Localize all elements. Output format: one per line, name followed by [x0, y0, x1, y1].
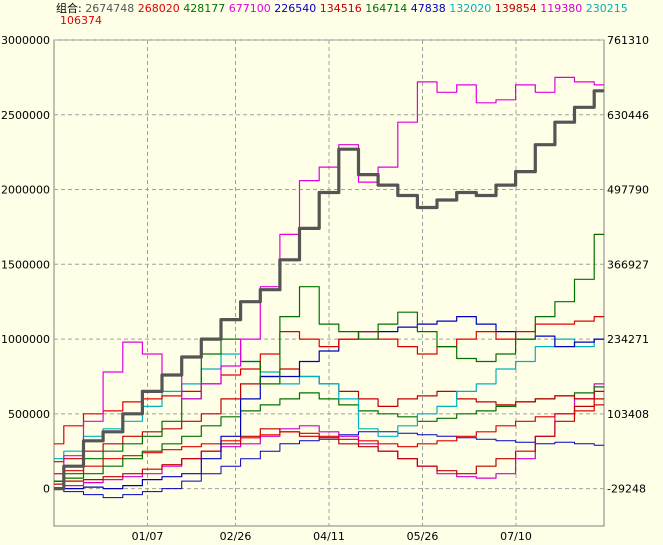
series-line-0: [54, 89, 604, 491]
legend-entry: 268020: [138, 2, 184, 15]
x-tick-label: 02/26: [220, 530, 252, 543]
grid-lines: [54, 39, 604, 526]
y-right-tick-label: 630446: [607, 109, 649, 122]
y-right-tick-label: 497790: [607, 184, 649, 197]
series-line-1: [54, 76, 604, 475]
y-right-tick-label: 366927: [607, 258, 649, 271]
y-right-tick-label: 761310: [607, 34, 649, 47]
y-right-tick-label: -29248: [607, 483, 646, 496]
y-left-tick-label: 1500000: [1, 258, 50, 271]
legend-entry: 134516: [320, 2, 366, 15]
right-axis: 761310 630446 497790 366927 234271 103408 -292…: [607, 34, 649, 496]
legend-entry: 677100: [229, 2, 275, 15]
y-left-tick-label: 500000: [8, 408, 50, 421]
y-left-tick-label: 0: [43, 483, 50, 496]
series-lines: [54, 76, 604, 499]
legend-row-2: 106374: [60, 14, 102, 27]
y-right-tick-label: 234271: [607, 333, 649, 346]
x-tick-label: 04/11: [313, 530, 345, 543]
y-left-tick-label: 2000000: [1, 184, 50, 197]
series-line-9: [54, 398, 604, 485]
legend-entry: 164714: [365, 2, 411, 15]
series-line-2: [54, 233, 604, 482]
left-axis: 3000000 2500000 2000000 1500000 1000000 50000…: [1, 34, 50, 496]
legend-entry: 2674748: [85, 2, 138, 15]
x-axis: 01/07 02/26 04/11 05/26 07/10: [132, 530, 532, 543]
legend-label: 组合:: [56, 1, 85, 15]
legend-entry: 428177: [183, 2, 229, 15]
legend-entry: 226540: [274, 2, 320, 15]
legend-entry: 139854: [495, 2, 541, 15]
plot-area: [53, 39, 605, 527]
legend-row-1: 组合: 2674748 268020 428177 677100 226540 …: [56, 1, 628, 15]
legend-entry: 106374: [60, 14, 102, 27]
series-line-11: [54, 431, 604, 499]
legend-entry: 230215: [586, 2, 628, 15]
legend-entry: 47838: [411, 2, 450, 15]
series-line-7: [54, 386, 604, 482]
legend-entry: 132020: [449, 2, 495, 15]
x-tick-label: 05/26: [407, 530, 439, 543]
x-tick-label: 07/10: [500, 530, 532, 543]
y-right-tick-label: 103408: [607, 408, 649, 421]
legend-entry: 119380: [540, 2, 586, 15]
x-tick-label: 01/07: [132, 530, 164, 543]
y-left-tick-label: 2500000: [1, 109, 50, 122]
y-left-tick-label: 1000000: [1, 333, 50, 346]
y-left-tick-label: 3000000: [1, 34, 50, 47]
